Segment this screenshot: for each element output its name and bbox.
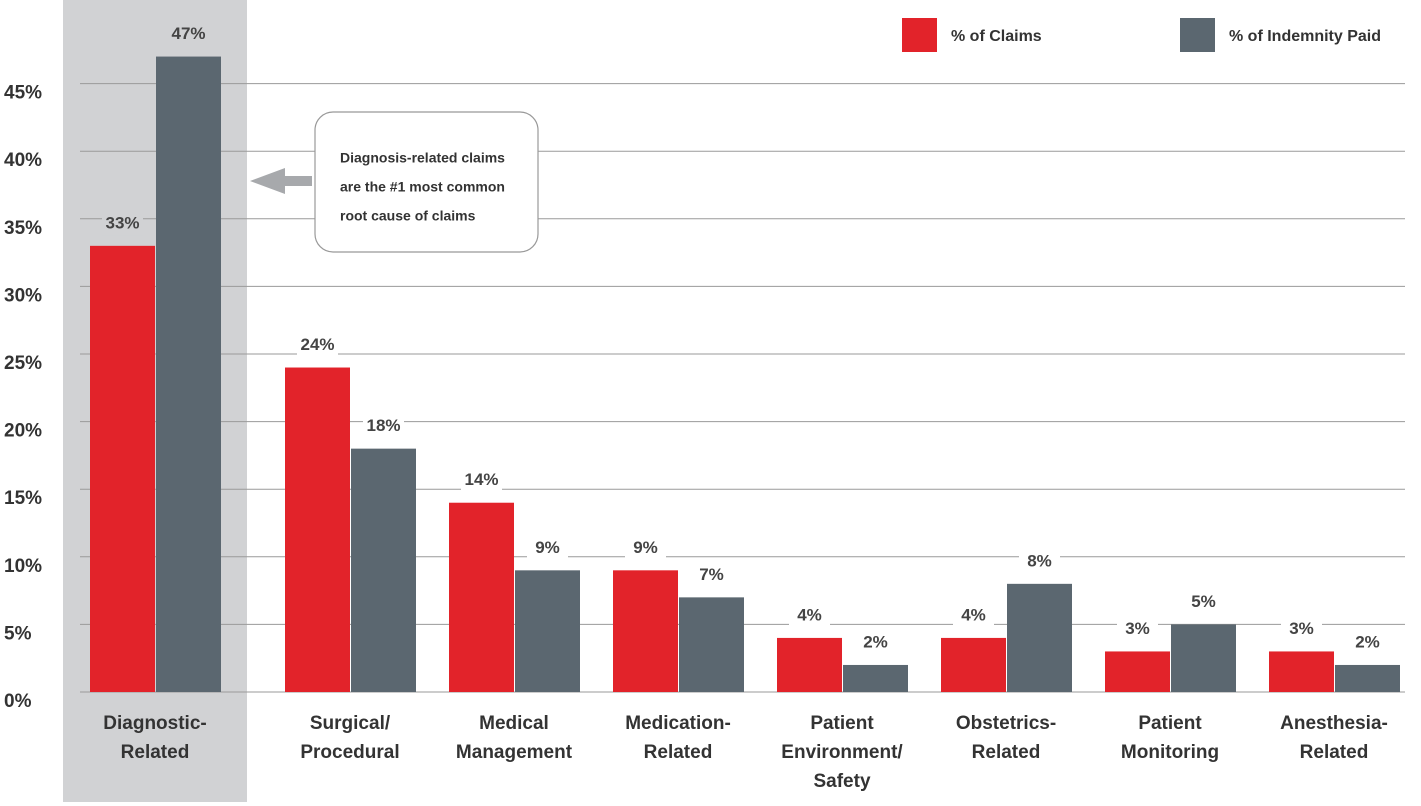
bar [1105, 651, 1170, 692]
value-label: 18% [366, 416, 400, 435]
bar [941, 637, 1006, 692]
bar [156, 56, 221, 693]
y-tick-label: 20% [4, 421, 42, 442]
bar [285, 367, 350, 692]
x-tick-label: Medical [479, 713, 549, 734]
value-label: 4% [797, 605, 822, 624]
bar [1269, 651, 1334, 692]
bar [351, 448, 416, 692]
y-tick-label: 5% [4, 623, 32, 644]
value-label: 47% [171, 24, 205, 43]
value-label-bg [789, 601, 830, 628]
annotation-text: root cause of claims [340, 208, 476, 224]
bar [843, 664, 908, 692]
value-label-bg [102, 209, 143, 236]
value-label: 9% [535, 538, 560, 557]
value-label: 5% [1191, 592, 1216, 611]
x-tick-label: Safety [813, 771, 870, 792]
value-label: 4% [961, 605, 986, 624]
bar [1007, 583, 1072, 692]
y-tick-label: 15% [4, 488, 42, 509]
value-label-bg [1347, 628, 1388, 655]
x-tick-label: Related [121, 742, 190, 763]
x-tick-label: Related [1300, 742, 1369, 763]
value-label-bg [527, 534, 568, 561]
value-label-bg [1117, 615, 1158, 642]
bar [90, 245, 155, 692]
y-tick-label: 30% [4, 285, 42, 306]
bar [777, 637, 842, 692]
value-label-bg [1281, 615, 1322, 642]
x-tick-label: Patient [1138, 713, 1202, 734]
y-tick-label: 45% [4, 83, 42, 104]
bar [1335, 664, 1400, 692]
legend-label: % of Claims [951, 28, 1042, 45]
value-label-bg [461, 466, 502, 493]
x-tick-label: Diagnostic- [103, 713, 206, 734]
x-tick-label: Medication- [625, 713, 731, 734]
value-label: 33% [105, 213, 139, 232]
legend-swatch [1180, 18, 1215, 52]
x-tick-label: Monitoring [1121, 742, 1219, 763]
legend-label: % of Indemnity Paid [1229, 28, 1381, 45]
value-label-bg [855, 628, 896, 655]
value-label-bg [625, 534, 666, 561]
bar [515, 570, 580, 692]
legend-swatch [902, 18, 937, 52]
x-tick-label: Obstetrics- [956, 713, 1056, 734]
value-label: 7% [699, 565, 724, 584]
value-label: 2% [1355, 632, 1380, 651]
y-tick-label: 40% [4, 150, 42, 171]
bar [449, 502, 514, 692]
annotation-text: Diagnosis-related claims [340, 150, 505, 166]
value-label: 3% [1289, 619, 1314, 638]
value-label-bg [691, 561, 732, 588]
bar [613, 570, 678, 692]
value-label-bg [1183, 588, 1224, 615]
value-label-bg [953, 601, 994, 628]
x-tick-label: Environment/ [781, 742, 903, 763]
callout-arrow [250, 168, 312, 194]
x-tick-label: Related [972, 742, 1041, 763]
x-tick-label: Management [456, 742, 573, 763]
x-tick-label: Related [644, 742, 713, 763]
value-label: 14% [464, 470, 498, 489]
value-label-bg [1019, 547, 1060, 574]
value-label-bg [297, 331, 338, 358]
y-tick-label: 0% [4, 691, 32, 712]
value-label: 24% [300, 335, 334, 354]
value-label: 8% [1027, 551, 1052, 570]
y-tick-label: 25% [4, 353, 42, 374]
bar [1171, 624, 1236, 692]
bar [679, 597, 744, 692]
value-label: 3% [1125, 619, 1150, 638]
value-label-bg [363, 412, 404, 439]
x-tick-label: Anesthesia- [1280, 713, 1388, 734]
annotation-text: are the #1 most common [340, 179, 505, 195]
callout-box [314, 111, 539, 253]
value-label-bg [168, 20, 209, 47]
y-tick-label: 35% [4, 218, 42, 239]
x-tick-label: Procedural [300, 742, 399, 763]
value-label: 2% [863, 632, 888, 651]
y-tick-label: 10% [4, 556, 42, 577]
x-tick-label: Patient [810, 713, 874, 734]
value-label: 9% [633, 538, 658, 557]
x-tick-label: Surgical/ [310, 713, 391, 734]
